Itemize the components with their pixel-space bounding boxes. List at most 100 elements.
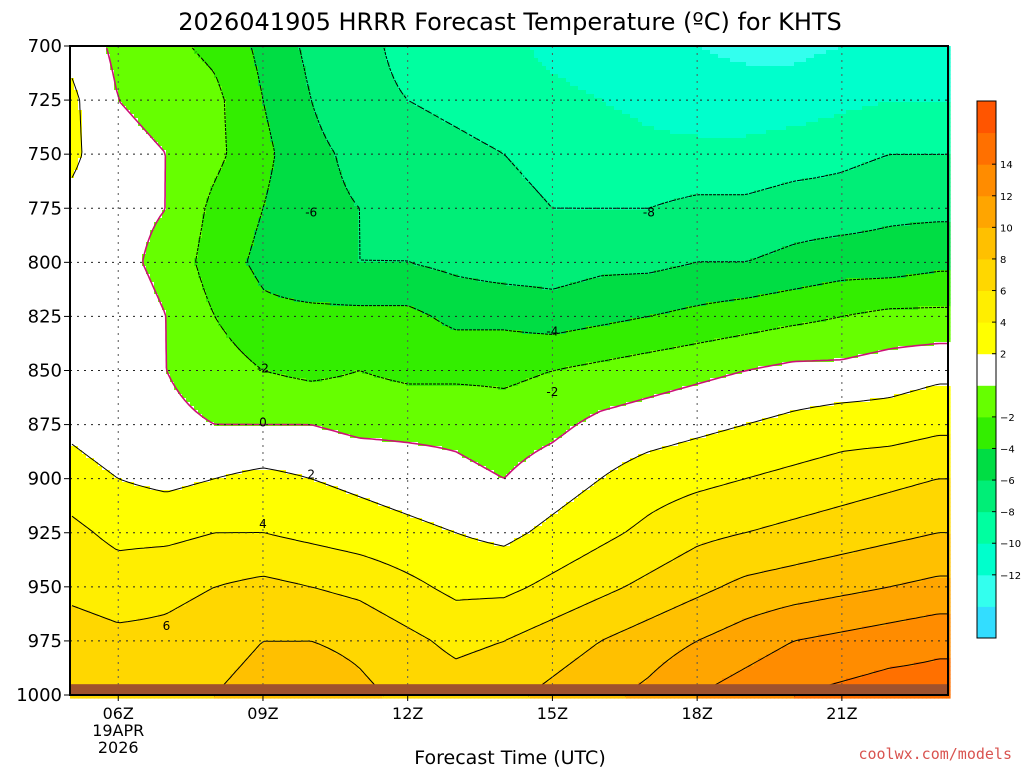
field-cell bbox=[714, 94, 719, 99]
field-cell bbox=[374, 58, 379, 63]
field-cell bbox=[586, 70, 591, 75]
field-cell bbox=[74, 66, 79, 71]
field-cell bbox=[742, 54, 747, 59]
field-cell bbox=[478, 66, 483, 71]
field-cell bbox=[842, 86, 847, 91]
field-cell bbox=[802, 70, 807, 75]
field-cell bbox=[478, 70, 483, 75]
field-cell bbox=[638, 126, 643, 131]
field-cell bbox=[378, 102, 383, 107]
field-cell bbox=[802, 78, 807, 83]
field-cell bbox=[178, 126, 183, 131]
field-cell bbox=[74, 106, 79, 111]
field-cell bbox=[142, 78, 147, 83]
field-cell bbox=[678, 70, 683, 75]
field-cell bbox=[606, 86, 611, 91]
field-cell bbox=[858, 110, 863, 115]
field-cell bbox=[614, 110, 619, 115]
field-cell bbox=[694, 94, 699, 99]
field-cell bbox=[106, 126, 111, 131]
field-cell bbox=[682, 110, 687, 115]
field-cell bbox=[446, 126, 451, 131]
field-cell bbox=[446, 110, 451, 115]
field-cell bbox=[750, 50, 755, 55]
field-cell bbox=[802, 86, 807, 91]
field-cell bbox=[426, 78, 431, 83]
field-cell bbox=[530, 94, 535, 99]
field-cell bbox=[702, 74, 707, 79]
field-cell bbox=[446, 130, 451, 135]
field-cell bbox=[494, 118, 499, 123]
field-cell bbox=[802, 90, 807, 95]
field-cell bbox=[206, 86, 211, 91]
field-cell bbox=[790, 118, 795, 123]
field-cell bbox=[810, 90, 815, 95]
field-cell bbox=[874, 66, 879, 71]
field-cell bbox=[782, 126, 787, 131]
field-cell bbox=[798, 122, 803, 127]
field-cell bbox=[538, 90, 543, 95]
field-cell bbox=[582, 114, 587, 119]
field-cell bbox=[166, 66, 171, 71]
field-cell bbox=[278, 122, 283, 127]
field-cell bbox=[658, 126, 663, 131]
field-cell bbox=[606, 70, 611, 75]
field-cell bbox=[410, 58, 415, 63]
field-cell bbox=[242, 102, 247, 107]
field-cell bbox=[86, 98, 91, 103]
field-cell bbox=[530, 106, 535, 111]
field-cell bbox=[854, 66, 859, 71]
field-cell bbox=[434, 62, 439, 67]
field-cell bbox=[634, 122, 639, 127]
field-cell bbox=[278, 102, 283, 107]
field-cell bbox=[338, 98, 343, 103]
field-cell bbox=[526, 50, 531, 55]
field-cell bbox=[542, 54, 547, 59]
field-cell bbox=[194, 74, 199, 79]
field-cell bbox=[842, 82, 847, 87]
field-cell bbox=[234, 74, 239, 79]
field-cell bbox=[274, 58, 279, 63]
field-cell bbox=[806, 94, 811, 99]
field-cell bbox=[862, 94, 867, 99]
field-cell bbox=[482, 82, 487, 87]
field-cell bbox=[866, 90, 871, 95]
field-cell bbox=[278, 70, 283, 75]
field-cell bbox=[178, 74, 183, 79]
field-cell bbox=[170, 114, 175, 119]
field-cell bbox=[702, 102, 707, 107]
field-cell bbox=[226, 58, 231, 63]
field-cell bbox=[910, 62, 915, 67]
field-cell bbox=[226, 98, 231, 103]
field-cell bbox=[602, 50, 607, 55]
field-cell bbox=[854, 94, 859, 99]
field-cell bbox=[486, 86, 491, 91]
field-cell bbox=[286, 102, 291, 107]
field-cell bbox=[542, 102, 547, 107]
field-cell bbox=[550, 70, 555, 75]
field-cell bbox=[722, 90, 727, 95]
field-cell bbox=[674, 126, 679, 131]
field-cell bbox=[430, 102, 435, 107]
field-cell bbox=[258, 130, 263, 135]
field-cell bbox=[530, 70, 535, 75]
field-cell bbox=[286, 82, 291, 87]
field-cell bbox=[482, 126, 487, 131]
field-cell bbox=[830, 70, 835, 75]
field-cell bbox=[770, 94, 775, 99]
field-cell bbox=[666, 78, 671, 83]
field-cell bbox=[354, 66, 359, 71]
field-cell bbox=[730, 66, 735, 71]
field-cell bbox=[630, 118, 635, 123]
field-cell bbox=[350, 74, 355, 79]
field-cell bbox=[330, 130, 335, 135]
field-cell bbox=[458, 50, 463, 55]
field-cell bbox=[626, 98, 631, 103]
field-cell bbox=[250, 110, 255, 115]
field-cell bbox=[570, 78, 575, 83]
field-cell bbox=[502, 78, 507, 83]
field-cell bbox=[854, 110, 859, 115]
field-cell bbox=[586, 122, 591, 127]
field-cell bbox=[418, 74, 423, 79]
field-cell bbox=[598, 50, 603, 55]
